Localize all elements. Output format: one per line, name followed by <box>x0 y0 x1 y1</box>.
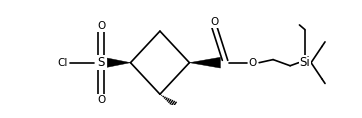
Text: O: O <box>249 58 257 68</box>
Text: O: O <box>210 17 218 27</box>
Text: Cl: Cl <box>57 58 67 68</box>
Text: S: S <box>97 56 105 69</box>
Polygon shape <box>107 58 130 67</box>
Polygon shape <box>189 57 220 68</box>
Text: O: O <box>97 21 105 31</box>
Text: O: O <box>97 95 105 105</box>
Text: Si: Si <box>299 56 310 69</box>
